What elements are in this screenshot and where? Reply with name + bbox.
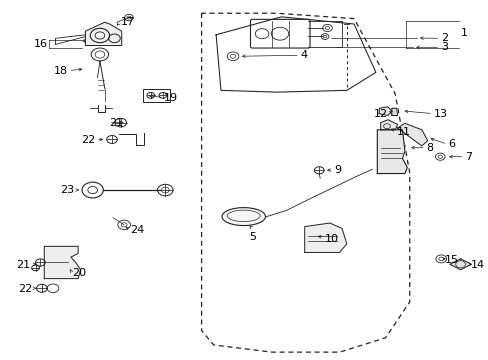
Text: 21: 21 bbox=[109, 118, 123, 128]
Text: 20: 20 bbox=[72, 267, 86, 278]
Text: 19: 19 bbox=[164, 93, 178, 103]
Text: 24: 24 bbox=[130, 225, 144, 235]
Text: 16: 16 bbox=[34, 40, 48, 49]
Text: 11: 11 bbox=[396, 127, 410, 136]
Polygon shape bbox=[44, 246, 81, 279]
Text: 21: 21 bbox=[17, 260, 31, 270]
Text: 17: 17 bbox=[121, 17, 135, 27]
Polygon shape bbox=[449, 259, 470, 270]
Polygon shape bbox=[391, 108, 397, 116]
Text: 6: 6 bbox=[447, 139, 454, 149]
Text: 4: 4 bbox=[300, 50, 307, 60]
Text: 14: 14 bbox=[470, 260, 485, 270]
Text: 1: 1 bbox=[460, 28, 467, 38]
Text: 5: 5 bbox=[248, 232, 255, 242]
Text: 15: 15 bbox=[444, 255, 458, 265]
Polygon shape bbox=[380, 120, 397, 130]
Polygon shape bbox=[304, 223, 346, 252]
Text: 9: 9 bbox=[334, 165, 341, 175]
Text: 22: 22 bbox=[81, 135, 95, 145]
Text: 13: 13 bbox=[433, 109, 447, 119]
Polygon shape bbox=[377, 130, 407, 174]
Text: 8: 8 bbox=[426, 143, 433, 153]
Text: 10: 10 bbox=[325, 234, 338, 244]
Text: 7: 7 bbox=[465, 152, 471, 162]
Ellipse shape bbox=[222, 208, 265, 226]
Text: 2: 2 bbox=[440, 33, 447, 43]
Text: 12: 12 bbox=[373, 109, 387, 119]
Text: 3: 3 bbox=[440, 42, 447, 52]
Polygon shape bbox=[85, 22, 122, 45]
Text: 22: 22 bbox=[18, 284, 32, 294]
Text: 23: 23 bbox=[60, 185, 74, 195]
Polygon shape bbox=[397, 123, 427, 146]
Text: 18: 18 bbox=[53, 66, 67, 76]
Polygon shape bbox=[379, 107, 391, 116]
